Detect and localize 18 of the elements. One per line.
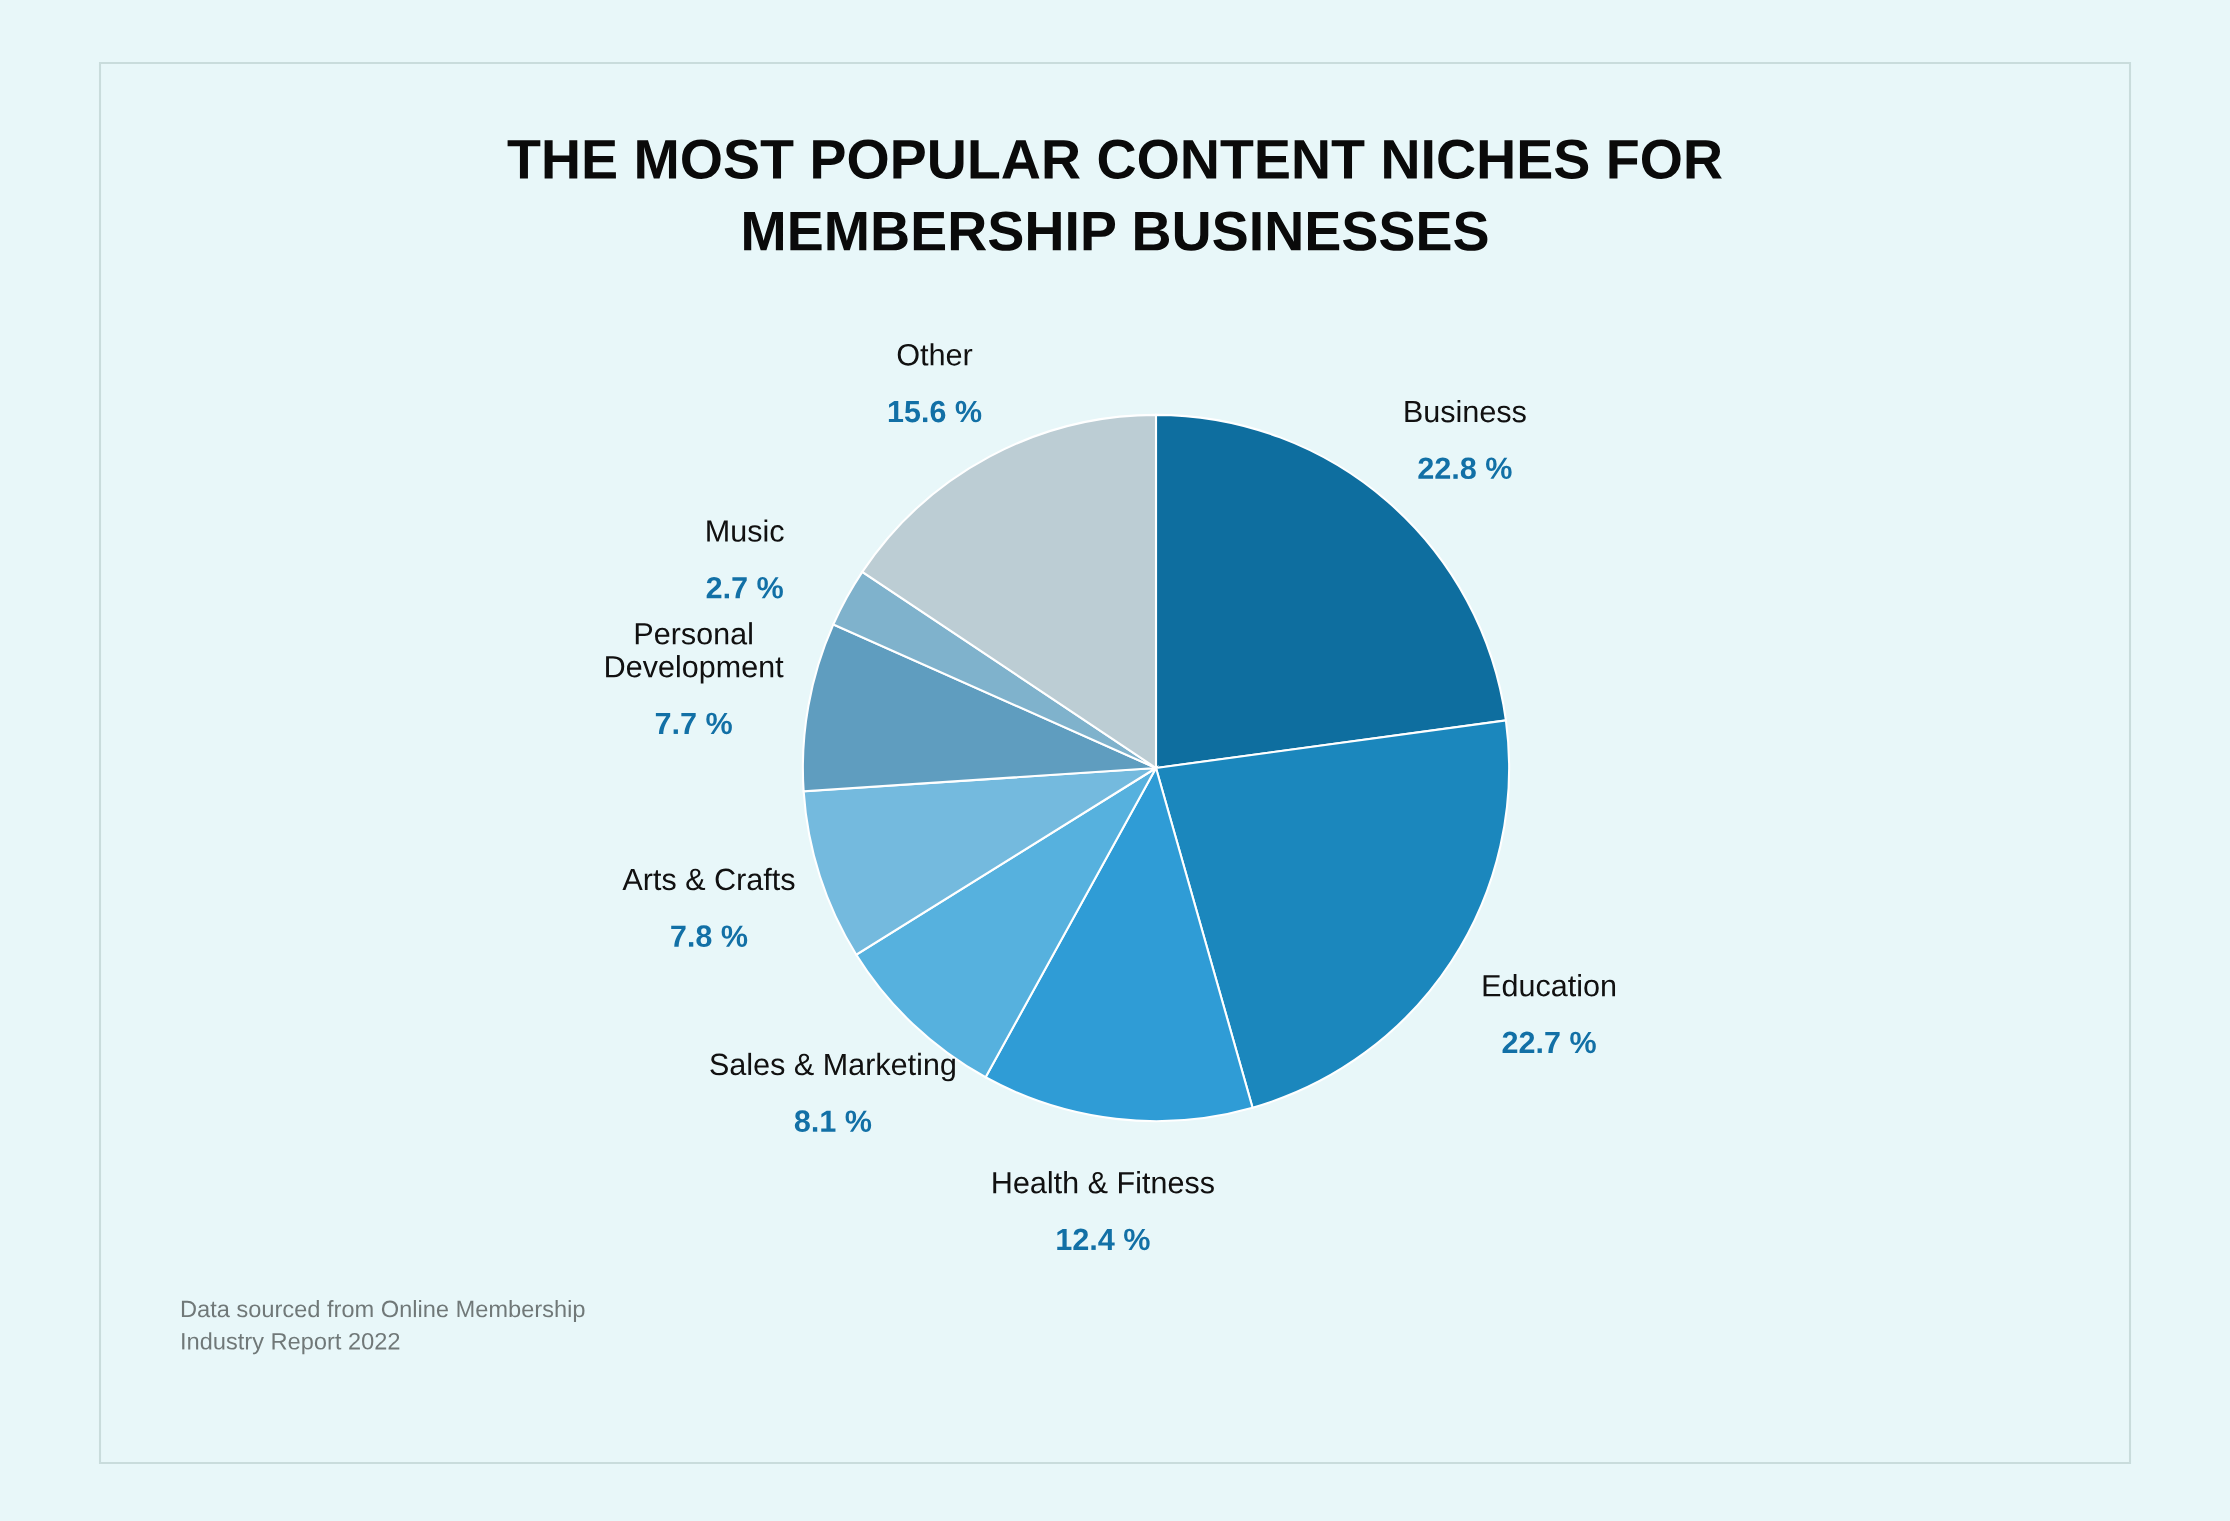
data-label: 22.7 % xyxy=(1502,1031,1596,1054)
slice-label: Other xyxy=(897,343,973,366)
data-label: 8.1 % xyxy=(794,1110,872,1132)
data-label: 15.6 % xyxy=(888,400,982,423)
data-label: 2.7 % xyxy=(706,576,783,599)
slice-label: Health & Fitness xyxy=(993,1171,1214,1194)
text: Data sourced from Online Membership Industry Report 2022 xyxy=(181,1300,585,1355)
slice-label: Education xyxy=(1483,974,1616,997)
data-label: 7.7 % xyxy=(655,712,732,735)
chart-title: THE MOST POPULAR CONTENT NICHES FOR MEMBERSHIP BUSINESSES xyxy=(507,139,1722,251)
data-label: 7.8 % xyxy=(671,925,748,947)
data-label: 22.8 % xyxy=(1418,457,1512,480)
slice-label: Sales & Marketing xyxy=(710,1052,955,1082)
slice-label: Business xyxy=(1405,399,1526,423)
slice-label: Music xyxy=(707,519,784,542)
slice-label: Personal Development xyxy=(606,622,784,684)
slice-label: Arts & Crafts xyxy=(622,867,795,891)
data-label: 12.4 % xyxy=(1057,1228,1150,1251)
